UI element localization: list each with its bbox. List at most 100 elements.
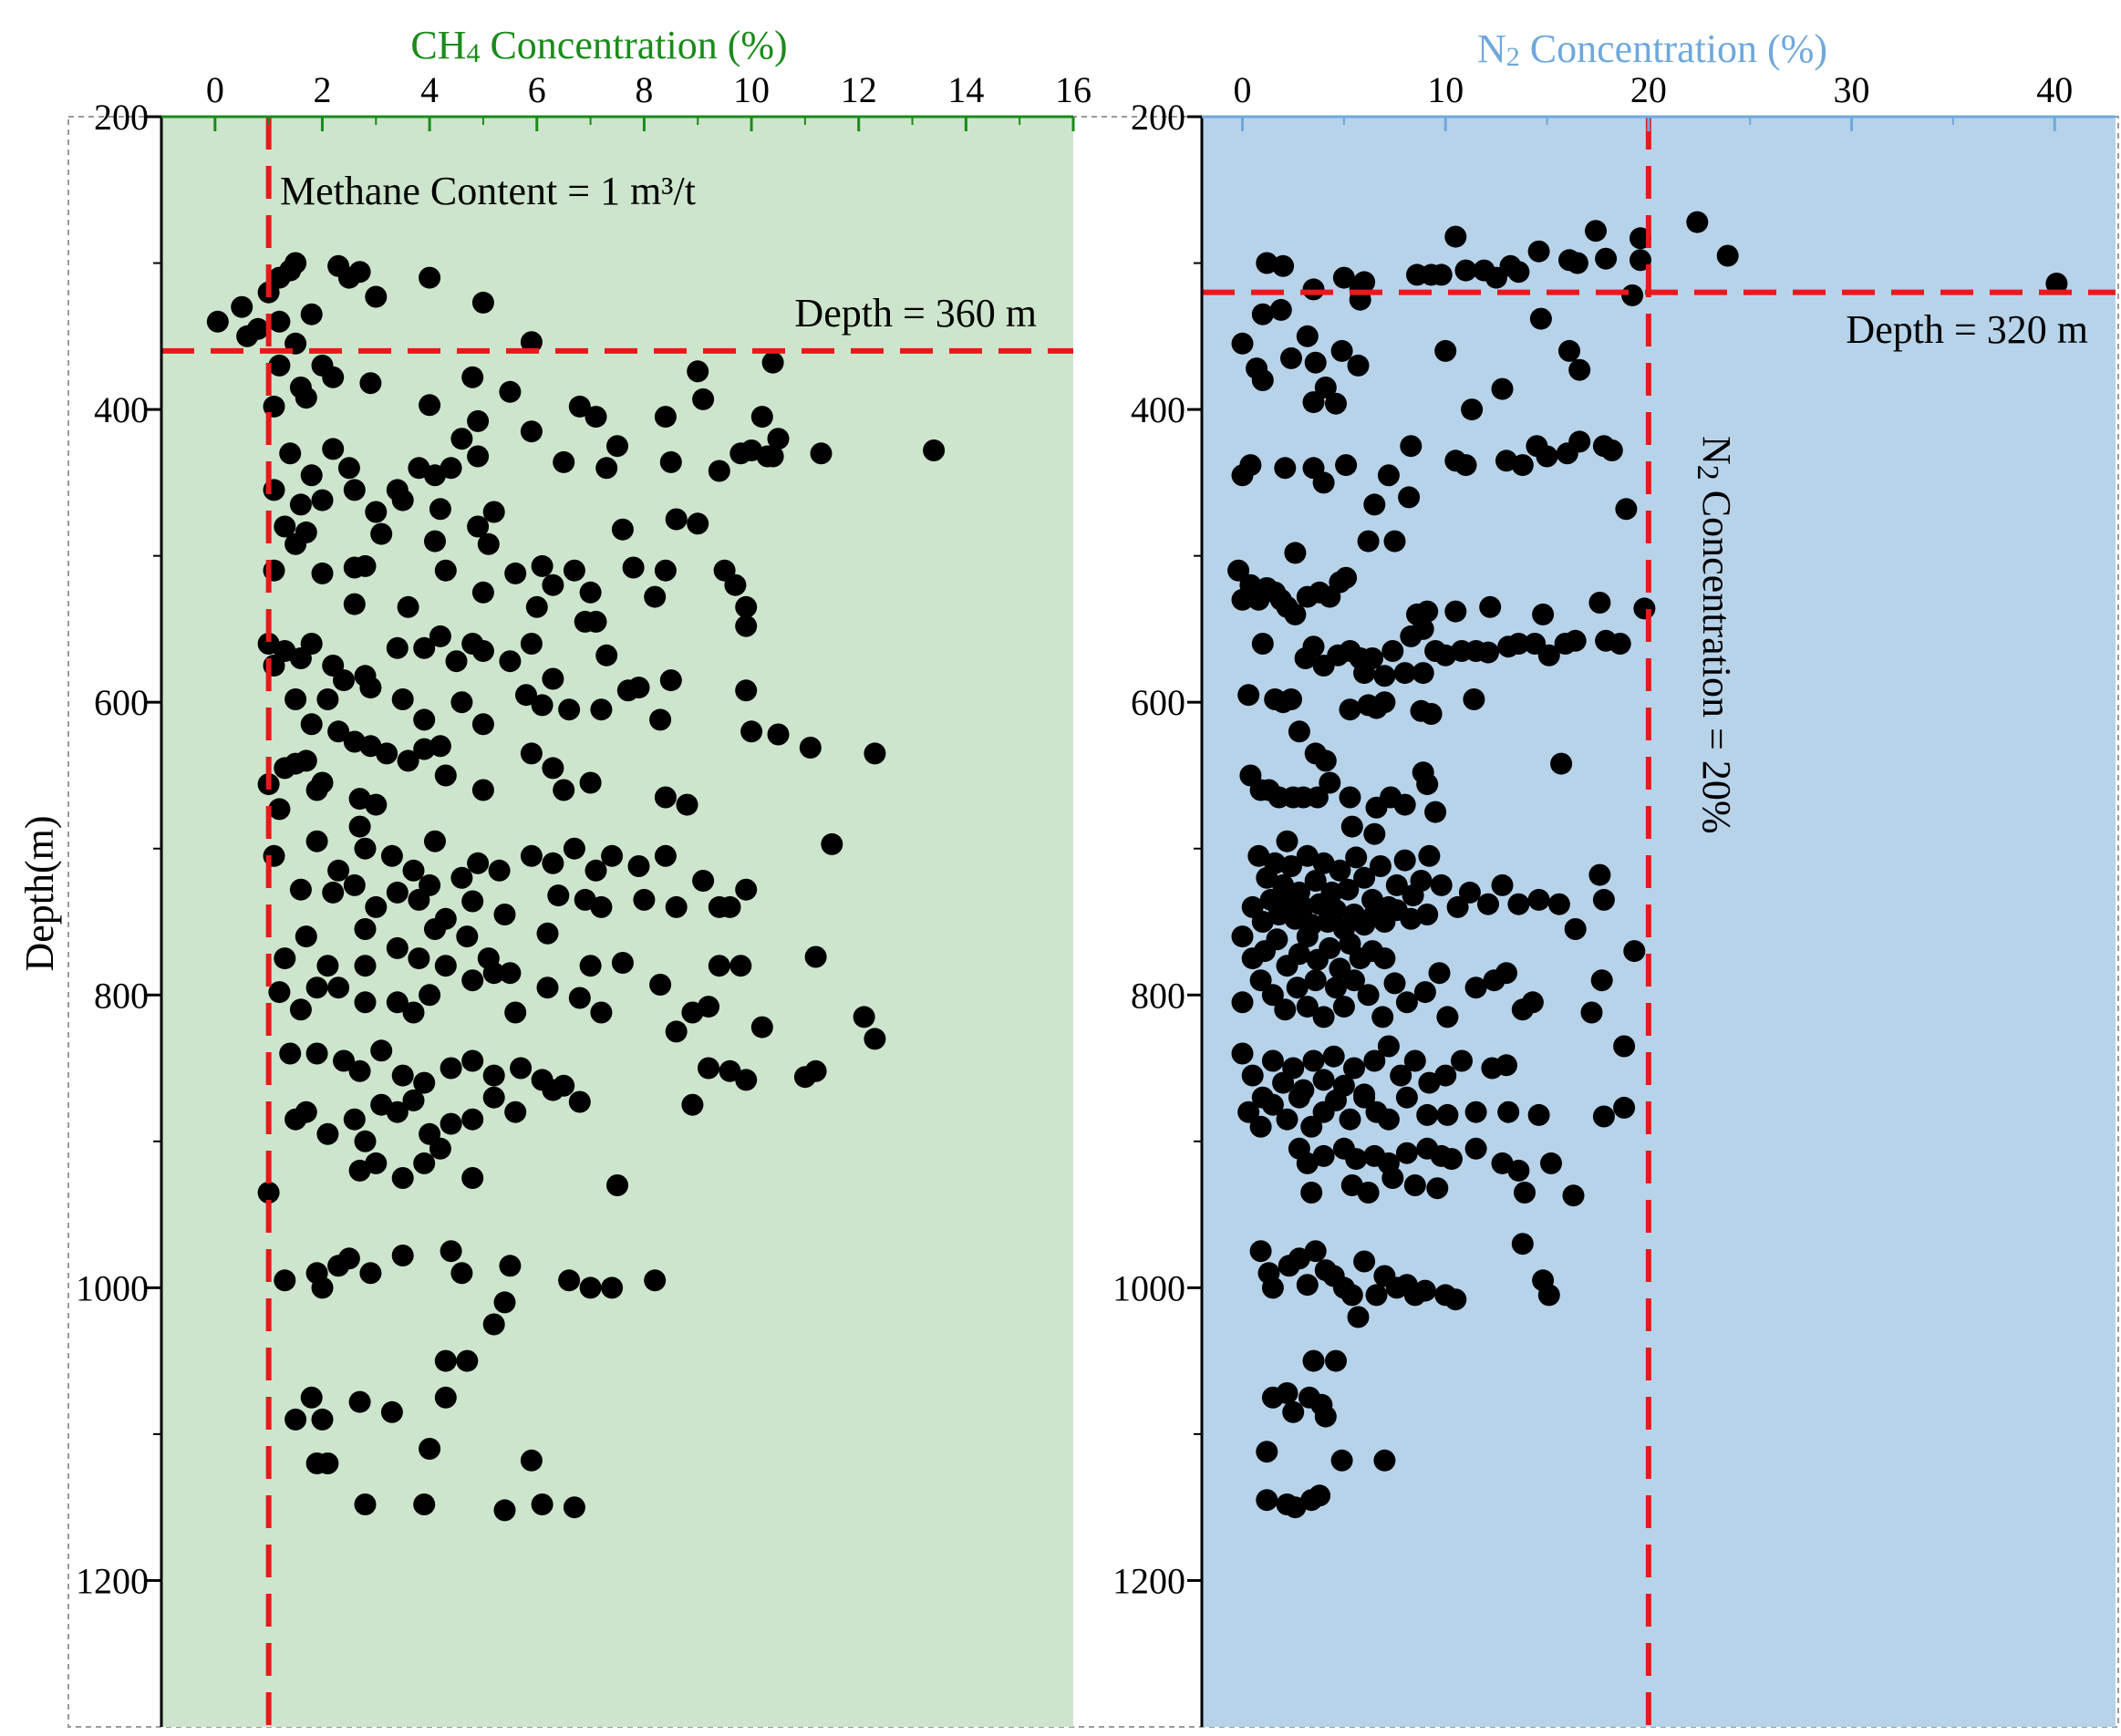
data-point — [1393, 662, 1416, 685]
data-point — [1325, 392, 1347, 415]
data-point — [1319, 771, 1341, 794]
data-point — [1373, 665, 1396, 687]
data-point — [354, 837, 377, 860]
data-point — [434, 764, 457, 787]
data-point — [1304, 969, 1327, 992]
data-point — [397, 595, 419, 618]
data-point — [1527, 888, 1550, 911]
data-point — [1251, 303, 1274, 326]
y-tick-label: 600 — [1131, 682, 1185, 723]
data-point — [504, 1100, 527, 1123]
data-point — [1458, 881, 1481, 904]
x-tick-label: 0 — [206, 69, 224, 110]
data-point — [295, 387, 317, 409]
data-point — [289, 493, 312, 516]
data-point — [1345, 846, 1368, 869]
data-point — [1231, 991, 1254, 1014]
data-point — [1454, 259, 1477, 282]
data-point — [542, 574, 564, 596]
data-point — [1249, 969, 1272, 992]
data-point — [488, 859, 511, 882]
data-point — [1302, 1349, 1325, 1372]
data-point — [1464, 976, 1487, 999]
data-point — [359, 677, 382, 699]
data-point — [386, 1100, 409, 1123]
data-point — [553, 779, 575, 801]
data-point — [1339, 786, 1361, 809]
data-point — [1377, 1108, 1400, 1131]
data-point — [864, 1028, 886, 1050]
data-point — [482, 501, 505, 523]
data-point — [493, 1291, 516, 1314]
x-tick-label: 6 — [528, 69, 546, 110]
data-point — [348, 261, 371, 284]
data-point — [611, 952, 634, 974]
x-tick-label: 14 — [947, 69, 984, 110]
data-point — [740, 720, 763, 743]
ch4-plot-background — [161, 117, 1073, 1727]
data-point — [257, 1182, 280, 1204]
x-tick-label: 20 — [1630, 69, 1667, 110]
data-point — [799, 737, 822, 759]
data-point — [1400, 435, 1423, 458]
data-point — [499, 650, 522, 673]
data-point — [1371, 1006, 1394, 1028]
data-point — [595, 644, 618, 666]
data-point — [1491, 873, 1514, 896]
data-point — [471, 640, 494, 662]
data-point — [1256, 1489, 1278, 1512]
data-point — [1430, 264, 1453, 286]
data-point — [1274, 457, 1297, 480]
data-point — [1507, 261, 1530, 284]
data-point — [649, 708, 672, 731]
data-point — [659, 450, 682, 473]
x-tick-label: 10 — [1427, 69, 1464, 110]
data-point — [354, 1130, 377, 1152]
data-point — [542, 757, 564, 780]
y-tick-label: 1200 — [1112, 1560, 1185, 1601]
data-point — [1511, 454, 1534, 477]
data-point — [300, 464, 323, 487]
data-point — [1292, 895, 1315, 918]
data-point — [322, 881, 345, 904]
data-point — [285, 252, 307, 274]
data-point — [1256, 1441, 1278, 1463]
data-point — [698, 1057, 719, 1080]
ch4-panel: 0 2 4 6 8 10 12 14 16 200 400 600 800 1000 1200 CH4 C… — [17, 23, 1092, 1727]
data-point — [316, 1452, 339, 1474]
data-point — [322, 438, 345, 460]
methane-content-label: Methane Content = 1 m³/t — [280, 169, 696, 213]
data-point — [579, 955, 602, 977]
data-point — [1304, 870, 1327, 892]
n2-axis-title: N2 Concentration (%) — [1477, 26, 1827, 72]
data-point — [601, 844, 624, 867]
data-point — [1339, 698, 1361, 721]
data-point — [756, 445, 779, 468]
data-point — [1463, 688, 1485, 710]
data-point — [456, 925, 479, 948]
data-point — [520, 1449, 543, 1472]
data-point — [1353, 1250, 1376, 1273]
data-point — [1261, 1093, 1284, 1116]
data-point — [1564, 629, 1587, 652]
data-point — [274, 1269, 296, 1292]
data-point — [1430, 873, 1453, 896]
data-point — [1325, 1349, 1347, 1372]
data-point — [450, 428, 473, 450]
data-point — [1261, 984, 1284, 1007]
data-point — [1716, 244, 1739, 267]
data-point — [408, 888, 430, 911]
data-point — [440, 1057, 462, 1080]
data-point — [1623, 940, 1646, 963]
x-tick-label: 16 — [1055, 69, 1092, 110]
data-point — [461, 890, 484, 913]
data-point — [1434, 339, 1457, 362]
data-point — [305, 976, 328, 999]
data-point — [1314, 1405, 1337, 1428]
data-point — [1373, 947, 1396, 970]
data-point — [1309, 1484, 1331, 1507]
data-point — [558, 698, 581, 721]
data-point — [590, 895, 613, 918]
data-point — [1580, 1001, 1603, 1024]
